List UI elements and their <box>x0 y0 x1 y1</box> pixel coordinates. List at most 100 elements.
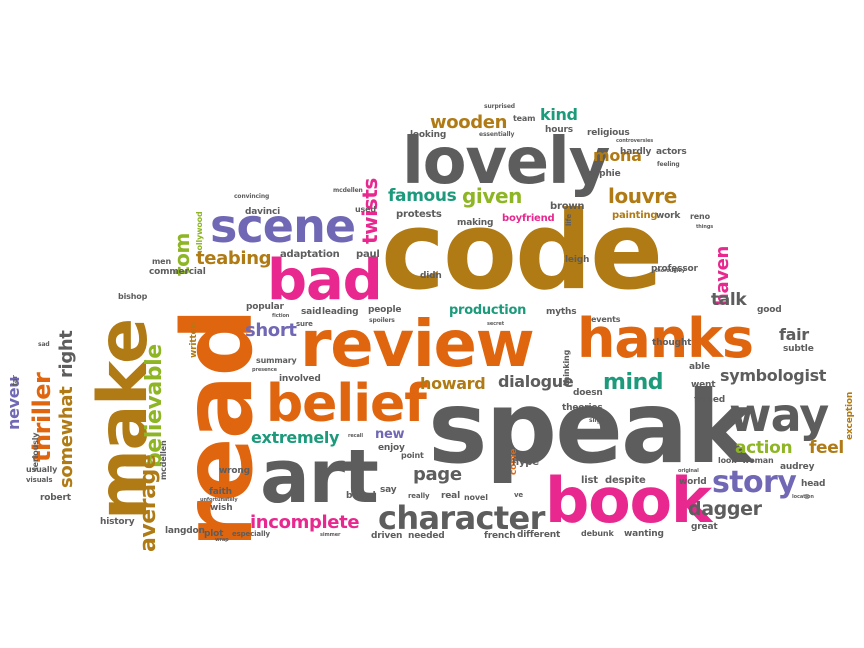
word-davinci: davinci <box>245 207 281 217</box>
word-novel: novel <box>464 493 488 502</box>
word-theories: theories <box>562 403 603 413</box>
word-written: written <box>189 322 199 358</box>
word-feel: feel <box>809 438 844 458</box>
word-wooden: wooden <box>430 112 508 133</box>
word-woman: woman <box>742 456 774 465</box>
word-hardly: hardly <box>620 147 652 157</box>
word-thought: thought <box>652 338 692 348</box>
word-wrap: wrap <box>215 537 229 543</box>
word-feeling: feeling <box>657 161 680 168</box>
word-needed: needed <box>408 531 445 541</box>
word-langdon: langdon <box>165 526 205 536</box>
word-mona: mona <box>593 146 642 165</box>
word-plot: plot <box>204 529 224 539</box>
word-didn: didn <box>420 271 442 281</box>
word-used: used <box>355 205 376 214</box>
word-spoilers: spoilers <box>369 317 395 324</box>
word-right: right <box>56 330 77 378</box>
word-protests: protests <box>396 209 442 220</box>
word-production: production <box>449 303 527 318</box>
word-religious: religious <box>587 128 630 138</box>
word-incomplete: incomplete <box>250 512 360 533</box>
word-symbologist: symbologist <box>720 366 827 385</box>
word-page: page <box>413 464 462 485</box>
word-sad: sad <box>38 341 50 348</box>
word-hanks: hanks <box>577 307 754 370</box>
word-wrong: wrong <box>219 466 250 476</box>
word-scene: scene <box>210 199 356 253</box>
word-far: far <box>11 375 19 386</box>
word-visuals: visuals <box>26 476 53 484</box>
word-given: given <box>462 184 523 208</box>
word-faith: faith <box>209 487 232 497</box>
word-things: things <box>696 224 714 230</box>
word-great: great <box>691 522 718 532</box>
word-dialogue: dialogue <box>498 372 574 391</box>
word-famed: famed <box>694 395 726 405</box>
word-leading: leading <box>322 307 359 317</box>
word-painting: painting <box>612 210 658 221</box>
word-enjoy: enjoy <box>378 443 405 453</box>
word-wanting: wanting <box>624 529 664 539</box>
word-able: able <box>689 362 710 372</box>
word-talk: talk <box>711 290 747 310</box>
word-usually: usually <box>26 465 58 474</box>
word-way: way <box>729 388 829 442</box>
word-hours: hours <box>545 125 573 135</box>
word-debunk: debunk <box>581 529 614 538</box>
word-dagger: dagger <box>688 498 762 520</box>
word-especially: especially <box>232 530 270 538</box>
word-mcdellen-2: mcdellen <box>333 187 363 194</box>
word-people: people <box>368 305 402 315</box>
word-new: new <box>375 427 405 442</box>
word-said: said <box>301 307 322 317</box>
word-popular: popular <box>246 302 284 312</box>
word-essentially: essentially <box>479 131 515 138</box>
word-secret: secret <box>487 321 504 327</box>
word-convincing: convincing <box>234 193 270 200</box>
word-kind: kind <box>540 105 578 124</box>
word-adaptation: adaptation <box>280 249 340 260</box>
word-belief: belief <box>266 374 427 434</box>
word-life: life <box>565 213 573 226</box>
word-looking: looking <box>410 130 447 140</box>
word-boyfriend: boyfriend <box>502 213 555 224</box>
word-actors: actors <box>656 147 687 157</box>
word-location: location <box>792 494 814 500</box>
word-doesn: doesn <box>573 388 603 398</box>
word-history: history <box>100 517 135 527</box>
word-making: making <box>457 218 494 228</box>
word-french: french <box>484 531 516 541</box>
word-good: good <box>757 305 782 315</box>
word-story: story <box>712 465 797 500</box>
word-sophie: sophie <box>588 169 621 179</box>
word-fiction: fiction <box>272 313 290 319</box>
word-world: world <box>679 477 707 487</box>
word-art: art <box>260 434 379 520</box>
word-subtle: subtle <box>783 344 814 354</box>
word-mind: mind <box>603 370 664 395</box>
word-character: character <box>378 499 545 537</box>
word-paul: paul <box>356 249 380 260</box>
word-bishop: bishop <box>118 292 148 301</box>
word-fair: fair <box>779 325 809 344</box>
word-myths: myths <box>546 307 577 317</box>
word-review: review <box>300 308 535 382</box>
word-wish: wish <box>210 503 233 513</box>
word-louvre: louvre <box>608 184 677 208</box>
word-exception: exception <box>845 391 855 440</box>
word-work: work <box>656 211 681 221</box>
word-men: men <box>152 257 171 266</box>
word-reno: reno <box>690 212 710 221</box>
word-slightly: slightly <box>589 417 614 424</box>
word-original: original <box>678 468 699 474</box>
word-really: really <box>408 492 430 500</box>
word-lovely: lovely <box>402 125 610 199</box>
word-real: real <box>441 491 460 501</box>
word-presence: presence <box>252 367 277 373</box>
word-audrey: audrey <box>780 462 815 472</box>
word-ve: ve <box>514 491 524 499</box>
word-list: list <box>581 475 598 486</box>
word-code: code <box>381 189 663 314</box>
